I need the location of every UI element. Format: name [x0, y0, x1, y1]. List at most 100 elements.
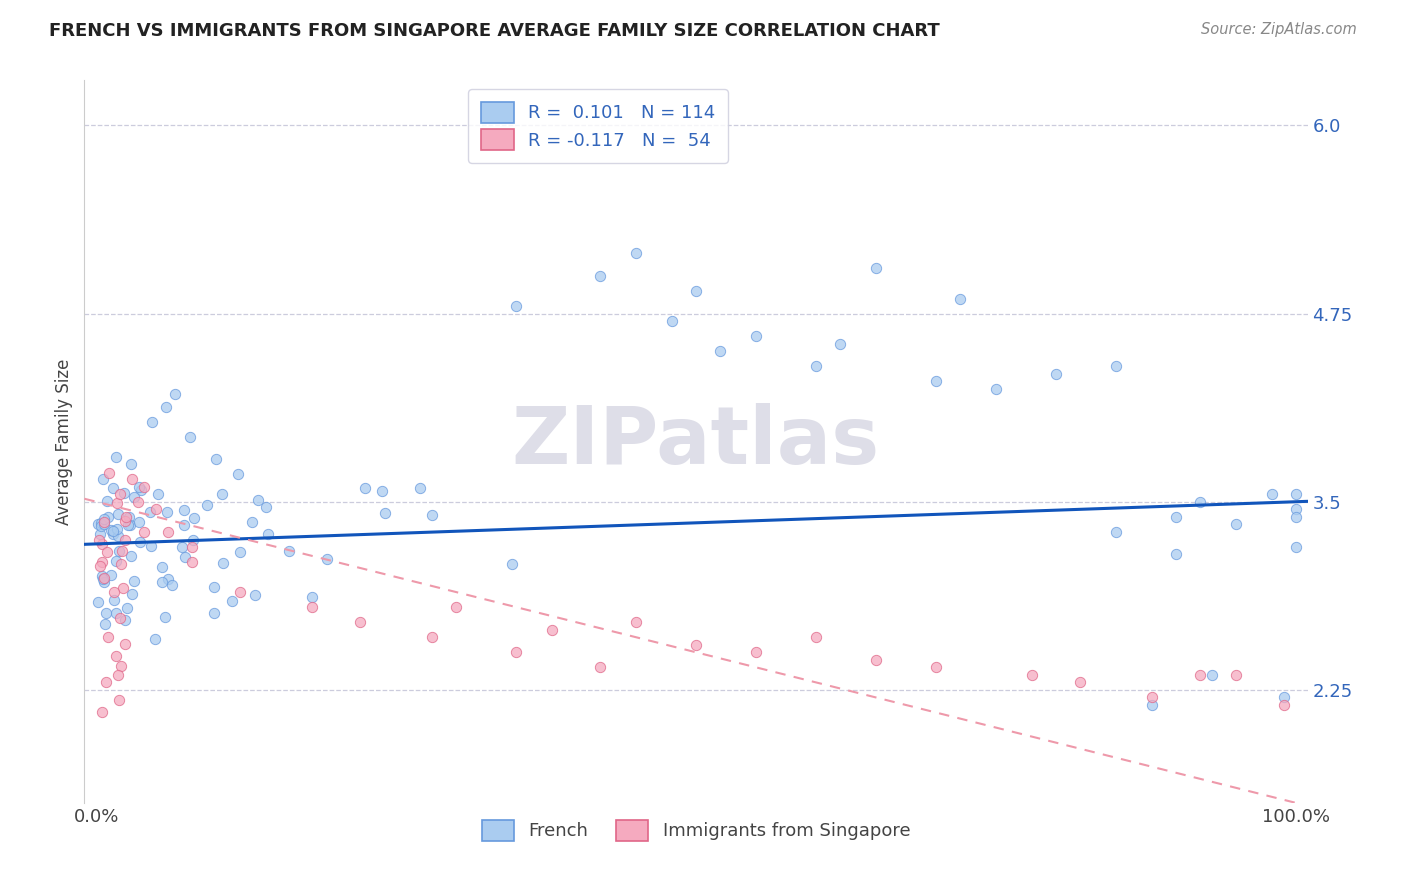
- Point: [97, 510, 120, 524]
- Point: [128, 516, 150, 530]
- Point: [1272, 698, 1295, 712]
- Point: [86, 595, 108, 609]
- Point: [409, 481, 432, 495]
- Point: [134, 524, 156, 539]
- Point: [1284, 509, 1306, 524]
- Point: [141, 415, 163, 429]
- Point: [121, 587, 143, 601]
- Point: [122, 490, 145, 504]
- Point: [1105, 359, 1128, 374]
- Point: [685, 284, 707, 298]
- Point: [1045, 367, 1067, 381]
- Point: [301, 600, 323, 615]
- Point: [104, 450, 127, 464]
- Point: [96, 606, 118, 620]
- Point: [90, 516, 112, 531]
- Point: [114, 514, 136, 528]
- Point: [134, 480, 156, 494]
- Point: [211, 557, 233, 571]
- Point: [103, 593, 125, 607]
- Point: [150, 560, 173, 574]
- Point: [120, 458, 142, 472]
- Point: [1188, 494, 1211, 508]
- Point: [104, 554, 127, 568]
- Point: [278, 543, 301, 558]
- Point: [107, 668, 129, 682]
- Point: [94, 616, 117, 631]
- Point: [131, 483, 153, 497]
- Point: [240, 516, 263, 530]
- Point: [349, 615, 371, 629]
- Point: [925, 374, 948, 388]
- Point: [354, 481, 377, 495]
- Point: [115, 509, 138, 524]
- Point: [315, 551, 337, 566]
- Point: [179, 429, 201, 443]
- Point: [865, 261, 887, 276]
- Point: [110, 658, 132, 673]
- Point: [243, 588, 266, 602]
- Point: [1021, 668, 1043, 682]
- Point: [157, 524, 180, 539]
- Point: [108, 544, 131, 558]
- Point: [228, 545, 250, 559]
- Point: [117, 518, 139, 533]
- Point: [110, 557, 132, 571]
- Point: [156, 505, 179, 519]
- Point: [1284, 540, 1306, 554]
- Point: [100, 523, 122, 537]
- Point: [91, 472, 114, 486]
- Point: [114, 637, 136, 651]
- Point: [89, 527, 111, 541]
- Point: [101, 526, 124, 541]
- Point: [89, 559, 111, 574]
- Point: [110, 611, 132, 625]
- Point: [91, 572, 114, 586]
- Point: [156, 573, 179, 587]
- Point: [949, 292, 972, 306]
- Point: [112, 581, 135, 595]
- Point: [505, 299, 527, 313]
- Point: [121, 472, 143, 486]
- Point: [211, 487, 233, 501]
- Point: [505, 645, 527, 659]
- Point: [1225, 668, 1247, 682]
- Point: [93, 516, 115, 530]
- Point: [87, 516, 110, 531]
- Point: [120, 549, 142, 564]
- Point: [150, 575, 173, 590]
- Point: [301, 591, 323, 605]
- Point: [226, 467, 249, 481]
- Point: [205, 452, 228, 467]
- Point: [370, 483, 392, 498]
- Point: [96, 494, 118, 508]
- Point: [115, 601, 138, 615]
- Point: [422, 508, 444, 522]
- Point: [181, 540, 204, 554]
- Point: [90, 518, 112, 533]
- Legend: French, Immigrants from Singapore: French, Immigrants from Singapore: [474, 813, 918, 848]
- Point: [146, 487, 169, 501]
- Point: [804, 359, 827, 374]
- Point: [256, 526, 278, 541]
- Point: [804, 630, 827, 644]
- Point: [108, 693, 131, 707]
- Point: [105, 522, 128, 536]
- Point: [103, 524, 125, 538]
- Point: [589, 660, 612, 674]
- Point: [984, 382, 1007, 396]
- Point: [925, 660, 948, 674]
- Point: [229, 585, 252, 599]
- Point: [103, 585, 125, 599]
- Point: [202, 580, 225, 594]
- Point: [1140, 690, 1163, 705]
- Point: [1201, 668, 1223, 682]
- Point: [139, 505, 162, 519]
- Point: [221, 594, 243, 608]
- Point: [87, 533, 110, 547]
- Point: [97, 630, 120, 644]
- Point: [162, 578, 184, 592]
- Point: [1164, 509, 1187, 524]
- Point: [173, 502, 195, 516]
- Point: [745, 645, 768, 659]
